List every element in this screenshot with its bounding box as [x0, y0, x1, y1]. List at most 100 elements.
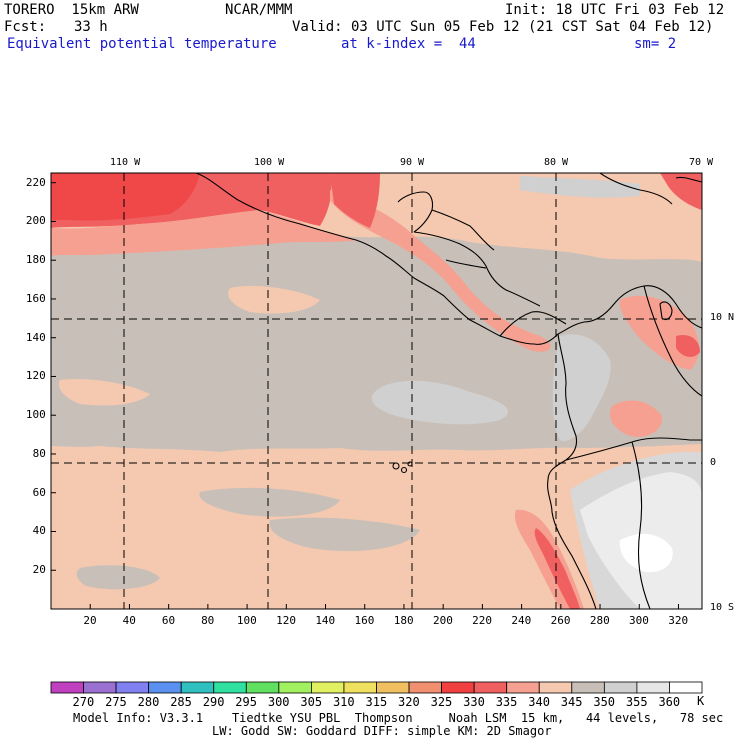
- y-tick-label: 200: [25, 214, 46, 228]
- theta-e-325-region: [51, 173, 200, 221]
- x-tick-label: 60: [161, 614, 176, 627]
- smoothing-info: sm= 2: [634, 36, 677, 52]
- colorbar-level-label: 300: [267, 695, 290, 709]
- theta-e-360-region: [619, 533, 673, 573]
- colorbar-level-label: 325: [430, 695, 453, 709]
- colorbar-level-label: 295: [235, 695, 257, 709]
- model-info: Model Info: V3.3.1 Tiedtke YSU PBL Thomp…: [73, 711, 724, 725]
- colorbar-swatch: [376, 681, 410, 694]
- colorbar-swatch: [473, 681, 508, 694]
- theta-e-335-region: [51, 210, 360, 256]
- y-tick-label: 20: [32, 563, 46, 577]
- colorbar-swatch: [245, 681, 280, 694]
- map-frame: [50, 172, 703, 610]
- theta-e-335-region: [330, 190, 551, 352]
- theta-e-350-region: [76, 565, 160, 590]
- colorbar-swatch: [571, 681, 605, 694]
- x-tick-label: 200: [432, 614, 453, 627]
- center-name: NCAR/MMM: [225, 2, 293, 18]
- coastline-yucatan: [397, 191, 434, 233]
- colorbar-level-label: 330: [463, 695, 485, 709]
- colorbar-swatch: [83, 681, 117, 694]
- y-tick-label: 140: [25, 330, 46, 344]
- x-tick-label: 220: [472, 614, 493, 627]
- x-tick-label: 280: [589, 614, 610, 627]
- colorbar: [50, 681, 703, 694]
- lon-label-110w: 110 W: [110, 157, 141, 168]
- colorbar-level-label: 270: [72, 695, 95, 709]
- x-tick-label: 160: [354, 614, 375, 627]
- x-tick-label: 40: [122, 614, 136, 627]
- colorbar-level-label: 305: [300, 695, 323, 709]
- lat-label-0: 0: [710, 457, 717, 468]
- theta-e-345-region: [58, 378, 150, 406]
- colorbar-swatch: [213, 681, 247, 694]
- x-tick-label: 20: [83, 614, 97, 627]
- x-tick-label: 120: [276, 614, 296, 627]
- lat-label-10n: 10 N: [710, 312, 735, 323]
- colorbar-swatch: [538, 681, 573, 694]
- colorbar-level-label: 285: [170, 695, 192, 709]
- theta-e-330-region: [534, 528, 580, 609]
- colorbar-level-label: 360: [658, 695, 681, 709]
- colorbar-swatch: [343, 681, 377, 694]
- y-tick-label: 220: [25, 175, 46, 189]
- colorbar-swatch: [115, 681, 150, 694]
- colorbar-level-label: 345: [560, 695, 583, 709]
- y-tick-label: 40: [32, 524, 46, 538]
- theta-e-350-region: [269, 517, 420, 552]
- y-tick-label: 160: [25, 291, 46, 305]
- theta-e-345-region: [228, 285, 320, 314]
- y-tick-label: 120: [25, 369, 46, 383]
- x-tick-label: 140: [315, 614, 336, 627]
- x-tick-label: 300: [629, 614, 649, 627]
- colorbar-level-label: 310: [332, 695, 355, 709]
- border-nicaragua: [445, 259, 487, 269]
- colorbar-level-label: 335: [495, 695, 518, 709]
- colorbar-level-label: 355: [625, 695, 648, 709]
- colorbar-level-label: 280: [137, 695, 160, 709]
- theta-e-335-region: [610, 400, 663, 437]
- valid-time: Valid: 03 UTC Sun 05 Feb 12 (21 CST Sat …: [292, 19, 714, 35]
- galapagos-island: [400, 466, 408, 474]
- border-panama: [499, 311, 567, 337]
- x-tick-label: 80: [201, 614, 215, 627]
- theta-e-355-region: [552, 334, 611, 442]
- x-tick-label: 180: [393, 614, 414, 627]
- theta-e-355-region: [371, 380, 509, 425]
- colorbar-swatch: [669, 681, 703, 694]
- coastline-central-america: [195, 173, 559, 345]
- field-name: Equivalent potential temperature: [7, 36, 277, 52]
- y-tick-label: 100: [25, 408, 46, 422]
- theta-e-330-region: [676, 334, 700, 357]
- border-colombia-ecuador: [565, 437, 702, 461]
- x-tick-label: 260: [550, 614, 571, 627]
- colorbar-swatch: [636, 681, 670, 694]
- y-tick-label: 180: [25, 253, 46, 267]
- init-time: Init: 18 UTC Fri 03 Feb 12: [505, 2, 725, 18]
- theta-e-355-region: [520, 176, 640, 198]
- coastline-hispaniola: [675, 176, 702, 183]
- colorbar-level-label: 320: [398, 695, 420, 709]
- forecast-label: Fcst:: [4, 19, 47, 35]
- model-physics: LW: Godd SW: Goddard DIFF: simple KM: 2D…: [212, 724, 552, 738]
- colorbar-swatch: [506, 681, 540, 694]
- x-tick-label: 320: [668, 614, 689, 627]
- colorbar-level-label: 340: [528, 695, 550, 709]
- colorbar-swatch: [310, 681, 345, 694]
- theta-e-350-region: [199, 487, 340, 517]
- theta-e-330-region: [660, 173, 702, 210]
- colorbar-swatch: [441, 681, 475, 694]
- colorbar-level-label: 290: [202, 695, 225, 709]
- border-peru-brazil: [631, 441, 651, 609]
- colorbar-swatch: [408, 681, 442, 694]
- colorbar-unit: K: [697, 694, 705, 708]
- forecast-hour: 33 h: [74, 19, 108, 35]
- lon-label-70w: 70 W: [689, 157, 714, 168]
- coastline-caribbean: [413, 231, 541, 307]
- lon-label-80w: 80 W: [544, 157, 569, 168]
- y-tick-label: 80: [32, 446, 46, 460]
- colorbar-level-label: 350: [593, 695, 616, 709]
- lon-label-90w: 90 W: [400, 157, 425, 168]
- border-honduras: [431, 209, 495, 251]
